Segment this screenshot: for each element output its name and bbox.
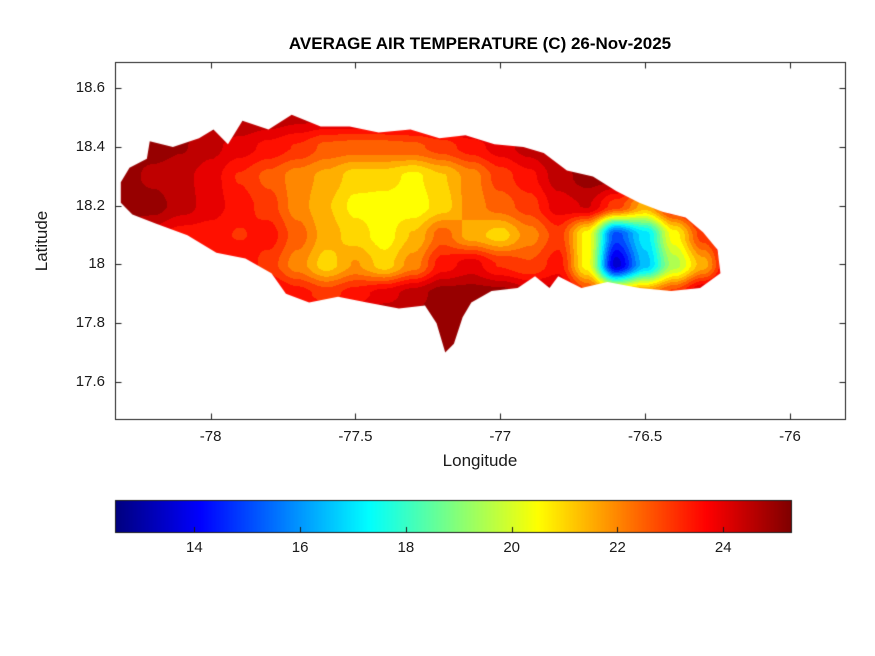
colorbar-tick-label: 20 — [503, 539, 521, 556]
x-axis-tick-label: -77.5 — [338, 428, 373, 445]
chart-title: AVERAGE AIR TEMPERATURE (C) 26-Nov-2025 — [288, 34, 672, 53]
temperature-map — [0, 0, 875, 480]
y-axis-tick-label: 18.6 — [75, 79, 105, 97]
colorbar-tick-label: 14 — [185, 539, 203, 556]
x-axis-tick-label: -78 — [199, 428, 222, 445]
x-axis-label: Longitude — [442, 451, 518, 470]
x-axis-tick-label: -77 — [489, 428, 512, 445]
y-axis-tick-label: 18 — [88, 255, 105, 273]
y-axis-tick-label: 17.8 — [75, 314, 105, 332]
x-axis-tick-label: -76 — [779, 428, 801, 445]
colorbar-tick-label: 18 — [397, 539, 415, 556]
colorbar — [0, 495, 875, 545]
y-axis-tick-label: 17.6 — [75, 372, 105, 390]
y-axis-tick-label: 18.4 — [75, 138, 105, 156]
colorbar-tick-label: 24 — [714, 539, 732, 556]
y-axis-tick-label: 18.2 — [75, 196, 105, 214]
colorbar-tick-label: 22 — [609, 539, 626, 556]
colorbar-tick-label: 16 — [291, 539, 309, 556]
x-axis-tick-label: -76.5 — [628, 428, 663, 445]
